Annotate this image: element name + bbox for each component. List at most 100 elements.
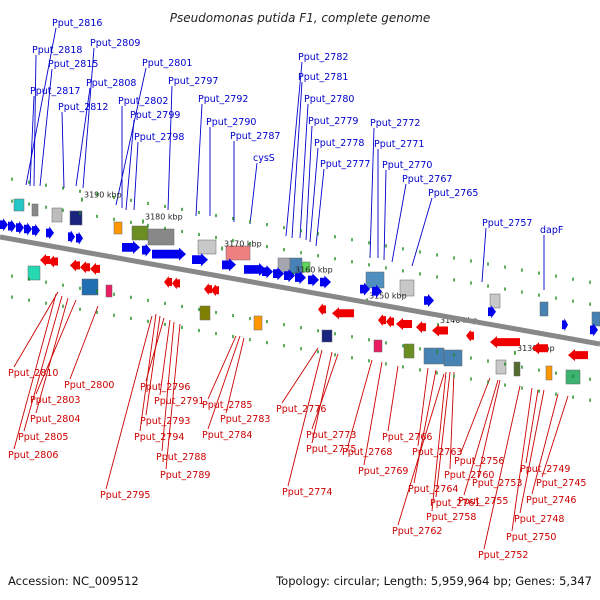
top-gene-label[interactable]: Pput_2777 <box>320 159 370 170</box>
bottom-gene-label[interactable]: Pput_2764 <box>408 484 458 495</box>
top-gene-label[interactable]: Pput_2818 <box>32 45 82 56</box>
top-label-leader <box>305 125 313 241</box>
bottom-gene-label[interactable]: Pput_2761 <box>430 498 480 509</box>
gene-labels[interactable]: Pput_2816 Pput_2818 Pput_2809 Pput_2815 Pput… <box>8 18 586 561</box>
forward-gene-arrow <box>222 258 236 272</box>
top-label-leader <box>33 54 37 187</box>
feature-box <box>545 365 553 381</box>
top-gene-label[interactable]: Pput_2772 <box>370 118 420 129</box>
top-gene-label[interactable]: Pput_2765 <box>428 188 478 199</box>
bottom-gene-label[interactable]: Pput_2768 <box>342 447 392 458</box>
bottom-gene-label[interactable]: Pput_2796 <box>140 382 190 393</box>
bottom-gene-label[interactable]: Pput_2783 <box>220 414 270 425</box>
bottom-gene-label[interactable]: Pput_2794 <box>134 432 184 443</box>
reverse-gene-arrow <box>211 284 219 297</box>
bottom-gene-label[interactable]: Pput_2806 <box>8 450 58 461</box>
forward-gene-arrow <box>0 218 8 232</box>
bottom-gene-label[interactable]: Pput_2774 <box>282 487 332 498</box>
top-gene-label[interactable]: Pput_2816 <box>52 18 102 29</box>
top-gene-label[interactable]: Pput_2799 <box>130 110 180 121</box>
forward-gene-arrow <box>424 294 434 307</box>
top-gene-label[interactable]: Pput_2779 <box>308 116 358 127</box>
top-gene-label[interactable]: Pput_2781 <box>298 72 348 83</box>
bottom-gene-label[interactable]: Pput_2776 <box>276 404 326 415</box>
feature-box <box>373 339 383 353</box>
top-gene-label[interactable]: Pput_2778 <box>314 138 364 149</box>
top-gene-label[interactable]: Pput_2780 <box>304 94 354 105</box>
top-gene-label[interactable]: Pput_2790 <box>206 117 256 128</box>
top-gene-label[interactable]: Pput_2787 <box>230 131 280 142</box>
bottom-gene-label[interactable]: Pput_2766 <box>382 432 432 443</box>
bottom-gene-label[interactable]: Pput_2748 <box>514 514 564 525</box>
bottom-gene-label[interactable]: Pput_2758 <box>426 512 476 523</box>
top-gene-label[interactable]: Pput_2797 <box>168 76 218 87</box>
top-gene-label[interactable]: Pput_2770 <box>382 160 432 171</box>
top-gene-label[interactable]: dapF <box>540 225 563 236</box>
reverse-gene-arrow <box>40 254 50 266</box>
forward-gene-arrow <box>284 269 295 283</box>
bottom-label-leader <box>161 321 175 452</box>
top-gene-label[interactable]: Pput_2767 <box>402 174 452 185</box>
feature-box <box>321 329 333 343</box>
bottom-label-leader <box>483 385 521 550</box>
bottom-gene-label[interactable]: Pput_2755 <box>458 496 508 507</box>
top-label-leader <box>309 147 319 243</box>
bottom-gene-label[interactable]: Pput_2753 <box>472 478 522 489</box>
bottom-gene-label[interactable]: Pput_2745 <box>536 478 586 489</box>
bottom-gene-label[interactable]: Pput_2775 <box>306 444 356 455</box>
forward-gene-arrow <box>8 219 16 233</box>
bottom-gene-label[interactable]: Pput_2762 <box>392 526 442 537</box>
top-gene-label[interactable]: Pput_2809 <box>90 38 140 49</box>
bottom-gene-label[interactable]: Pput_2810 <box>8 368 58 379</box>
bottom-gene-label[interactable]: Pput_2752 <box>478 550 528 561</box>
top-gene-label[interactable]: Pput_2757 <box>482 218 532 229</box>
bottom-label-leader <box>105 315 153 490</box>
feature-boxes <box>13 198 600 385</box>
top-gene-label[interactable]: Pput_2792 <box>198 94 248 105</box>
feature-box <box>81 278 99 296</box>
bottom-gene-label[interactable]: Pput_2773 <box>306 430 356 441</box>
bottom-gene-label[interactable]: Pput_2803 <box>30 395 80 406</box>
bottom-gene-label[interactable]: Pput_2760 <box>444 470 494 481</box>
bottom-gene-label[interactable]: Pput_2763 <box>412 447 462 458</box>
bottom-gene-label[interactable]: Pput_2750 <box>506 532 556 543</box>
map-title: Pseudomonas putida F1, complete genome <box>170 11 431 25</box>
bottom-gene-label[interactable]: Pput_2785 <box>202 400 252 411</box>
top-gene-label[interactable]: Pput_2815 <box>48 59 98 70</box>
top-gene-label[interactable]: Pput_2817 <box>30 86 80 97</box>
bottom-gene-label[interactable]: Pput_2749 <box>520 464 570 475</box>
bottom-gene-label[interactable]: Pput_2793 <box>140 416 190 427</box>
top-gene-label[interactable]: Pput_2802 <box>118 96 168 107</box>
bottom-gene-label[interactable]: Pput_2805 <box>18 432 68 443</box>
bottom-gene-label[interactable]: Pput_2756 <box>454 456 504 467</box>
bottom-gene-label[interactable]: Pput_2795 <box>100 490 150 501</box>
feature-box <box>513 361 521 377</box>
bottom-gene-label[interactable]: Pput_2789 <box>160 470 210 481</box>
top-label-leader <box>125 119 135 211</box>
top-gene-label[interactable]: Pput_2801 <box>142 58 192 69</box>
bottom-gene-label[interactable]: Pput_2788 <box>156 452 206 463</box>
forward-gene-arrow <box>562 318 568 332</box>
bottom-gene-label[interactable]: Pput_2769 <box>358 466 408 477</box>
bottom-label-leader <box>35 297 69 414</box>
bottom-gene-label[interactable]: Pput_2800 <box>64 380 114 391</box>
top-gene-label[interactable]: Pput_2771 <box>374 139 424 150</box>
forward-gene-arrow <box>24 222 32 236</box>
bottom-gene-label[interactable]: Pput_2784 <box>202 430 252 441</box>
bottom-label-leader <box>413 369 437 484</box>
top-gene-label[interactable]: cysS <box>253 153 275 164</box>
top-gene-label[interactable]: Pput_2808 <box>86 78 136 89</box>
bottom-label-leader <box>13 293 57 450</box>
reverse-gene-arrow <box>490 336 520 349</box>
bottom-label-leader <box>225 337 245 414</box>
bottom-label-leader <box>207 335 241 430</box>
bottom-gene-label[interactable]: Pput_2804 <box>30 414 80 425</box>
bottom-gene-label[interactable]: Pput_2791 <box>154 396 204 407</box>
reverse-gene-arrow <box>432 324 448 337</box>
feature-box <box>113 221 123 235</box>
bottom-gene-label[interactable]: Pput_2746 <box>526 495 576 506</box>
top-gene-label[interactable]: Pput_2812 <box>58 102 108 113</box>
feature-box <box>443 349 463 367</box>
top-gene-label[interactable]: Pput_2798 <box>134 132 184 143</box>
top-gene-label[interactable]: Pput_2782 <box>298 52 348 63</box>
